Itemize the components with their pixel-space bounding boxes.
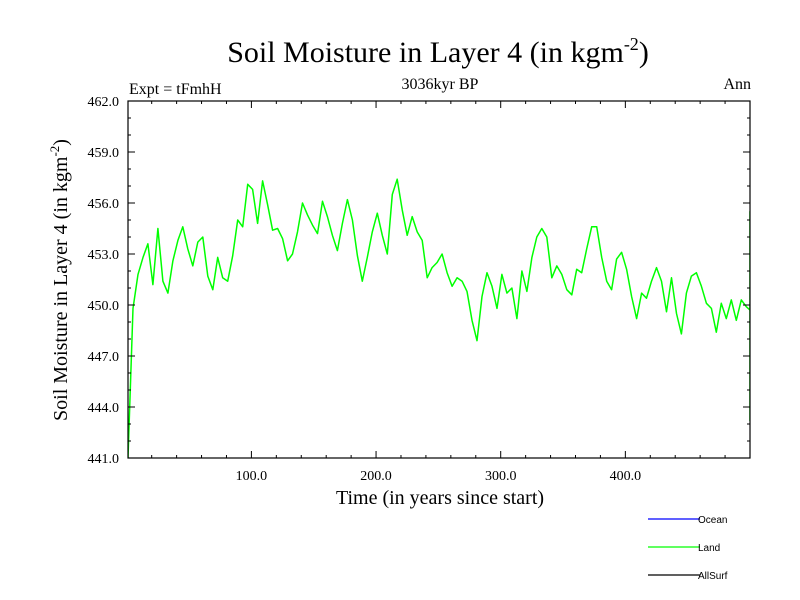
y-axis-title-close: ): [50, 139, 72, 146]
x-tick-label: 400.0: [610, 469, 642, 484]
legend-label-land: Land: [698, 543, 720, 554]
y-tick-label: 462.0: [88, 95, 120, 110]
season-label: Ann: [723, 76, 751, 93]
y-tick-label: 444.0: [88, 401, 120, 416]
legend-label-allsurf: AllSurf: [698, 571, 728, 582]
y-axis-title-text: Soil Moisture in Layer 4 (in kgm: [50, 156, 72, 421]
series-group: [128, 178, 750, 458]
x-tick-label: 100.0: [236, 469, 268, 484]
plot-frame: [127, 100, 751, 459]
experiment-label: Expt = tFmhH: [129, 81, 222, 98]
legend: Ocean Land AllSurf: [648, 515, 728, 582]
chart-title-text: Soil Moisture in Layer 4 (in kgm: [227, 36, 624, 69]
y-axis: 441.0 444.0 447.0 450.0 453.0 456.0 459.0 462.0: [88, 95, 750, 467]
x-tick-label: 300.0: [485, 469, 517, 484]
y-axis-title: Soil Moisture in Layer 4 (in kgm-2): [47, 139, 72, 421]
y-tick-label: 450.0: [88, 299, 120, 314]
chart-title-superscript: -2: [624, 34, 639, 54]
x-axis-title: Time (in years since start): [336, 487, 544, 509]
y-tick-label: 453.0: [88, 248, 120, 263]
y-axis-title-superscript: -2: [47, 146, 62, 157]
chart-title: Soil Moisture in Layer 4 (in kgm-2): [227, 34, 649, 69]
y-tick-label: 459.0: [88, 146, 120, 161]
y-tick-label: 447.0: [88, 350, 120, 365]
y-tick-label: 456.0: [88, 197, 120, 212]
series-line-land: [128, 178, 750, 458]
chart-subtitle: 3036kyr BP: [402, 76, 479, 93]
y-tick-label: 441.0: [88, 452, 120, 467]
x-tick-label: 200.0: [360, 469, 392, 484]
chart-title-close: ): [639, 36, 649, 69]
x-axis: 100.0 200.0 300.0 400.0: [151, 101, 726, 484]
legend-label-ocean: Ocean: [698, 515, 727, 526]
